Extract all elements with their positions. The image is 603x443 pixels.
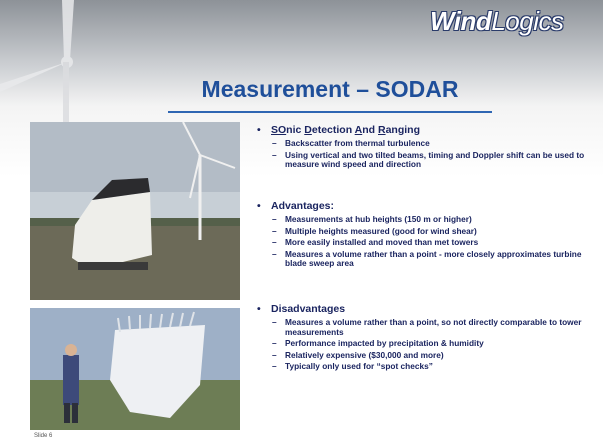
photo-sodar-field [30, 122, 240, 300]
heading-part: D [304, 124, 312, 136]
sub-bullet: Multiple heights measured (good for wind… [255, 227, 590, 237]
sub-bullet: Using vertical and two tilted beams, tim… [255, 151, 590, 170]
sub-bullet: Measures a volume rather than a point, s… [255, 318, 590, 337]
photo-sodar-closeup [30, 308, 240, 430]
sub-bullet: Measurements at hub heights (150 m or hi… [255, 215, 590, 225]
slide: {"logo": {"part1": "Wind", "part2": "Log… [0, 0, 603, 443]
sub-bullet: Measures a volume rather than a point - … [255, 250, 590, 269]
slide-number: Slide 6 [34, 433, 52, 439]
bullet-heading: Advantages: [255, 200, 590, 213]
logo-part: Logics [491, 6, 563, 36]
heading-part: Disadvantages [271, 303, 345, 315]
heading-part: Advantages: [271, 200, 334, 212]
sub-bullet: More easily installed and moved than met… [255, 238, 590, 248]
heading-part: nic [286, 124, 304, 136]
heading-part: nd [362, 124, 378, 136]
sub-bullet: Typically only used for “spot checks” [255, 362, 590, 372]
logo-part: Wind [430, 6, 491, 36]
heading-part: anging [386, 124, 420, 136]
logo: WindLogics [430, 6, 563, 37]
bullet-section: Advantages: Measurements at hub heights (… [255, 200, 590, 269]
bullet-section: Disadvantages Measures a volume rather th… [255, 303, 590, 372]
sub-bullet: Backscatter from thermal turbulence [255, 139, 590, 149]
sub-bullet: Relatively expensive ($30,000 and more) [255, 351, 590, 361]
heading-part: SO [271, 124, 286, 136]
title-rule [168, 111, 492, 113]
heading-part: etection [312, 124, 355, 136]
bullet-section: SOnic Detection And Ranging Backscatter f… [255, 124, 590, 170]
slide-title: Measurement – SODAR [150, 76, 510, 103]
sub-bullet: Performance impacted by precipitation & … [255, 339, 590, 349]
bullet-heading: SOnic Detection And Ranging [255, 124, 590, 137]
heading-part: R [378, 124, 386, 136]
bullet-heading: Disadvantages [255, 303, 590, 316]
